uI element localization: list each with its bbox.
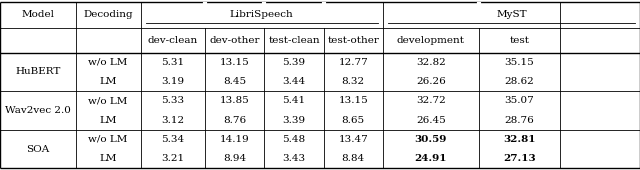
Text: SOA: SOA — [26, 144, 49, 154]
Text: 5.34: 5.34 — [161, 135, 184, 144]
Text: HuBERT: HuBERT — [15, 67, 60, 76]
Text: 13.15: 13.15 — [339, 96, 368, 105]
Text: w/o LM: w/o LM — [88, 135, 128, 144]
Text: 35.15: 35.15 — [504, 58, 534, 67]
Text: 5.48: 5.48 — [282, 135, 306, 144]
Text: 8.76: 8.76 — [223, 116, 246, 125]
Text: w/o LM: w/o LM — [88, 58, 128, 67]
Text: MyST: MyST — [496, 10, 527, 19]
Text: 26.45: 26.45 — [416, 116, 445, 125]
Text: test-other: test-other — [327, 36, 380, 45]
Text: 32.81: 32.81 — [503, 135, 536, 144]
Text: dev-clean: dev-clean — [148, 36, 198, 45]
Text: 28.62: 28.62 — [504, 77, 534, 86]
Text: 5.31: 5.31 — [161, 58, 184, 67]
Text: 8.84: 8.84 — [342, 154, 365, 163]
Text: test: test — [509, 36, 529, 45]
Text: 13.15: 13.15 — [220, 58, 250, 67]
Text: 3.39: 3.39 — [282, 116, 306, 125]
Text: w/o LM: w/o LM — [88, 96, 128, 105]
Text: LM: LM — [99, 154, 117, 163]
Text: 8.65: 8.65 — [342, 116, 365, 125]
Text: Decoding: Decoding — [83, 10, 133, 19]
Text: 32.82: 32.82 — [416, 58, 445, 67]
Text: 8.45: 8.45 — [223, 77, 246, 86]
Text: 32.72: 32.72 — [416, 96, 445, 105]
Text: 8.32: 8.32 — [342, 77, 365, 86]
Text: 13.47: 13.47 — [339, 135, 368, 144]
Text: 5.41: 5.41 — [282, 96, 306, 105]
Text: 3.21: 3.21 — [161, 154, 184, 163]
Text: 5.33: 5.33 — [161, 96, 184, 105]
Text: 3.44: 3.44 — [282, 77, 306, 86]
Text: 12.77: 12.77 — [339, 58, 368, 67]
Text: LibriSpeech: LibriSpeech — [230, 10, 294, 19]
Text: 28.76: 28.76 — [504, 116, 534, 125]
Text: 3.19: 3.19 — [161, 77, 184, 86]
Text: 35.07: 35.07 — [504, 96, 534, 105]
Text: LM: LM — [99, 116, 117, 125]
Text: 14.19: 14.19 — [220, 135, 250, 144]
Text: 26.26: 26.26 — [416, 77, 445, 86]
Text: 24.91: 24.91 — [415, 154, 447, 163]
Text: 8.94: 8.94 — [223, 154, 246, 163]
Text: 27.13: 27.13 — [503, 154, 536, 163]
Text: 13.85: 13.85 — [220, 96, 250, 105]
Text: 3.43: 3.43 — [282, 154, 306, 163]
Text: development: development — [397, 36, 465, 45]
Text: dev-other: dev-other — [209, 36, 260, 45]
Text: Wav2vec 2.0: Wav2vec 2.0 — [5, 106, 70, 115]
Text: LM: LM — [99, 77, 117, 86]
Text: 5.39: 5.39 — [282, 58, 306, 67]
Text: 3.12: 3.12 — [161, 116, 184, 125]
Text: test-clean: test-clean — [268, 36, 320, 45]
Text: 30.59: 30.59 — [415, 135, 447, 144]
Text: Model: Model — [21, 10, 54, 19]
